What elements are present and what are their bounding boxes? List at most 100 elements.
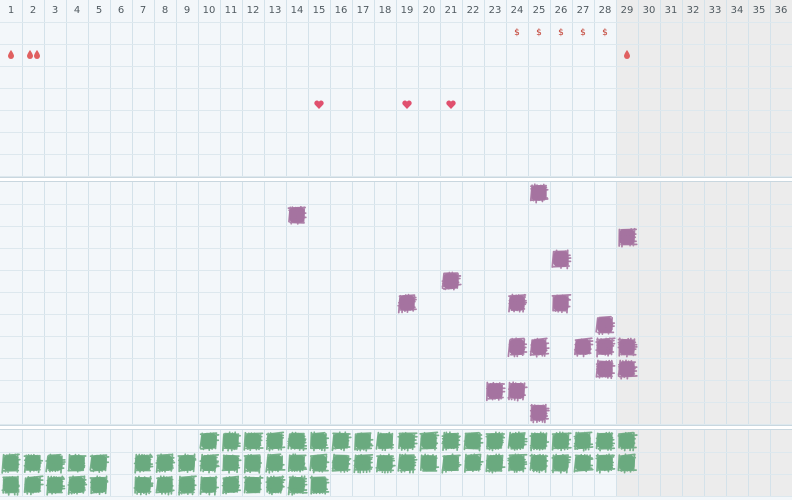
day-number[interactable]: 13	[268, 5, 282, 16]
green-scribble-icon[interactable]	[198, 452, 220, 478]
day-number[interactable]: 8	[161, 5, 169, 16]
green-scribble-icon[interactable]	[264, 474, 286, 500]
green-scribble-icon[interactable]	[528, 452, 550, 478]
green-scribble-icon[interactable]	[22, 452, 44, 478]
green-scribble-icon[interactable]	[594, 430, 616, 456]
green-scribble-icon[interactable]	[242, 452, 264, 478]
day-number[interactable]: 22	[466, 5, 480, 16]
day-number[interactable]: 18	[378, 5, 392, 16]
purple-scribble-icon[interactable]	[528, 182, 550, 208]
day-number[interactable]: 24	[510, 5, 524, 16]
purple-scribble-icon[interactable]	[528, 402, 550, 428]
green-scribble-icon[interactable]	[0, 452, 22, 478]
day-number[interactable]: 10	[202, 5, 216, 16]
green-scribble-icon[interactable]	[88, 452, 110, 478]
purple-scribble-icon[interactable]	[594, 358, 616, 384]
green-scribble-icon[interactable]	[132, 474, 154, 500]
green-scribble-icon[interactable]	[396, 452, 418, 478]
day-number[interactable]: 31	[664, 5, 678, 16]
dollar-mark[interactable]: $	[558, 28, 564, 38]
green-scribble-icon[interactable]	[176, 452, 198, 478]
green-scribble-icon[interactable]	[88, 474, 110, 500]
green-scribble-icon[interactable]	[440, 452, 462, 478]
green-scribble-icon[interactable]	[572, 430, 594, 456]
heart-icon[interactable]	[440, 99, 462, 111]
green-scribble-icon[interactable]	[44, 474, 66, 500]
green-scribble-icon[interactable]	[594, 452, 616, 478]
day-number[interactable]: 5	[95, 5, 103, 16]
day-number[interactable]: 32	[686, 5, 700, 16]
day-number[interactable]: 6	[117, 5, 125, 16]
day-number[interactable]: 11	[224, 5, 238, 16]
green-scribble-icon[interactable]	[242, 474, 264, 500]
green-scribble-icon[interactable]	[352, 452, 374, 478]
purple-scribble-icon[interactable]	[572, 336, 594, 362]
purple-scribble-icon[interactable]	[440, 270, 462, 296]
green-scribble-icon[interactable]	[484, 452, 506, 478]
purple-scribble-icon[interactable]	[616, 336, 638, 362]
green-scribble-icon[interactable]	[308, 452, 330, 478]
day-number[interactable]: 3	[51, 5, 59, 16]
green-scribble-icon[interactable]	[242, 430, 264, 456]
purple-scribble-icon[interactable]	[550, 292, 572, 318]
green-scribble-icon[interactable]	[352, 430, 374, 456]
purple-scribble-icon[interactable]	[506, 292, 528, 318]
day-number[interactable]: 2	[29, 5, 37, 16]
green-scribble-icon[interactable]	[462, 430, 484, 456]
purple-scribble-icon[interactable]	[484, 380, 506, 406]
green-scribble-icon[interactable]	[264, 430, 286, 456]
green-scribble-icon[interactable]	[440, 430, 462, 456]
day-number[interactable]: 17	[356, 5, 370, 16]
green-scribble-icon[interactable]	[286, 474, 308, 500]
green-scribble-icon[interactable]	[330, 452, 352, 478]
dollar-mark[interactable]: $	[602, 28, 608, 38]
day-number[interactable]: 25	[532, 5, 546, 16]
heart-icon[interactable]	[396, 99, 418, 111]
heart-icon[interactable]	[308, 99, 330, 111]
purple-scribble-icon[interactable]	[528, 336, 550, 362]
dollar-mark[interactable]: $	[514, 28, 520, 38]
purple-scribble-icon[interactable]	[506, 380, 528, 406]
green-scribble-icon[interactable]	[418, 430, 440, 456]
green-scribble-icon[interactable]	[44, 452, 66, 478]
dollar-mark[interactable]: $	[536, 28, 542, 38]
day-number[interactable]: 34	[730, 5, 744, 16]
day-number[interactable]: 36	[774, 5, 788, 16]
drop-icon[interactable]	[0, 50, 22, 59]
green-scribble-icon[interactable]	[198, 474, 220, 500]
green-scribble-icon[interactable]	[132, 452, 154, 478]
dollar-mark[interactable]: $	[580, 28, 586, 38]
green-scribble-icon[interactable]	[220, 452, 242, 478]
day-number[interactable]: 27	[576, 5, 590, 16]
green-scribble-icon[interactable]	[418, 452, 440, 478]
day-number[interactable]: 19	[400, 5, 414, 16]
green-scribble-icon[interactable]	[616, 430, 638, 456]
day-number[interactable]: 1	[7, 5, 15, 16]
purple-scribble-icon[interactable]	[594, 336, 616, 362]
day-number[interactable]: 14	[290, 5, 304, 16]
green-scribble-icon[interactable]	[22, 474, 44, 500]
green-scribble-icon[interactable]	[528, 430, 550, 456]
day-number[interactable]: 26	[554, 5, 568, 16]
purple-scribble-icon[interactable]	[286, 204, 308, 230]
green-scribble-icon[interactable]	[154, 452, 176, 478]
green-scribble-icon[interactable]	[198, 430, 220, 456]
green-scribble-icon[interactable]	[0, 474, 22, 500]
purple-scribble-icon[interactable]	[616, 226, 638, 252]
drop-icon[interactable]	[616, 50, 638, 59]
purple-scribble-icon[interactable]	[506, 336, 528, 362]
green-scribble-icon[interactable]	[550, 452, 572, 478]
green-scribble-icon[interactable]	[374, 430, 396, 456]
green-scribble-icon[interactable]	[220, 430, 242, 456]
day-number[interactable]: 35	[752, 5, 766, 16]
purple-scribble-icon[interactable]	[616, 358, 638, 384]
green-scribble-icon[interactable]	[396, 430, 418, 456]
day-number[interactable]: 9	[183, 5, 191, 16]
day-number[interactable]: 12	[246, 5, 260, 16]
purple-scribble-icon[interactable]	[396, 292, 418, 318]
purple-scribble-icon[interactable]	[594, 314, 616, 340]
green-scribble-icon[interactable]	[374, 452, 396, 478]
green-scribble-icon[interactable]	[506, 452, 528, 478]
green-scribble-icon[interactable]	[308, 474, 330, 500]
green-scribble-icon[interactable]	[506, 430, 528, 456]
